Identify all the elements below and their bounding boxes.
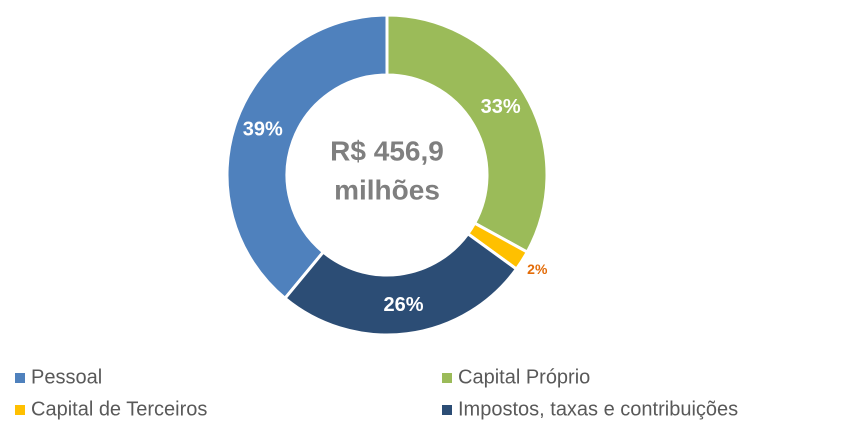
donut-slice	[282, 231, 519, 337]
legend-label: Pessoal	[31, 366, 102, 388]
center-text: R$ 456,9	[330, 135, 444, 166]
legend-label: Capital Próprio	[458, 366, 590, 388]
data-label: 26%	[384, 294, 424, 316]
data-label: 33%	[481, 96, 521, 118]
legend-label: Capital de Terceiros	[31, 398, 207, 420]
donut-slice	[225, 13, 389, 301]
legend-swatch	[15, 405, 25, 415]
legend-swatch	[15, 373, 25, 383]
center-text: milhões	[334, 174, 440, 205]
legend-swatch	[442, 405, 452, 415]
data-label: 2%	[527, 261, 548, 277]
data-label: 39%	[243, 119, 283, 141]
legend-label: Impostos, taxas e contribuições	[458, 398, 738, 420]
donut-slice	[385, 13, 549, 255]
legend-swatch	[442, 373, 452, 383]
